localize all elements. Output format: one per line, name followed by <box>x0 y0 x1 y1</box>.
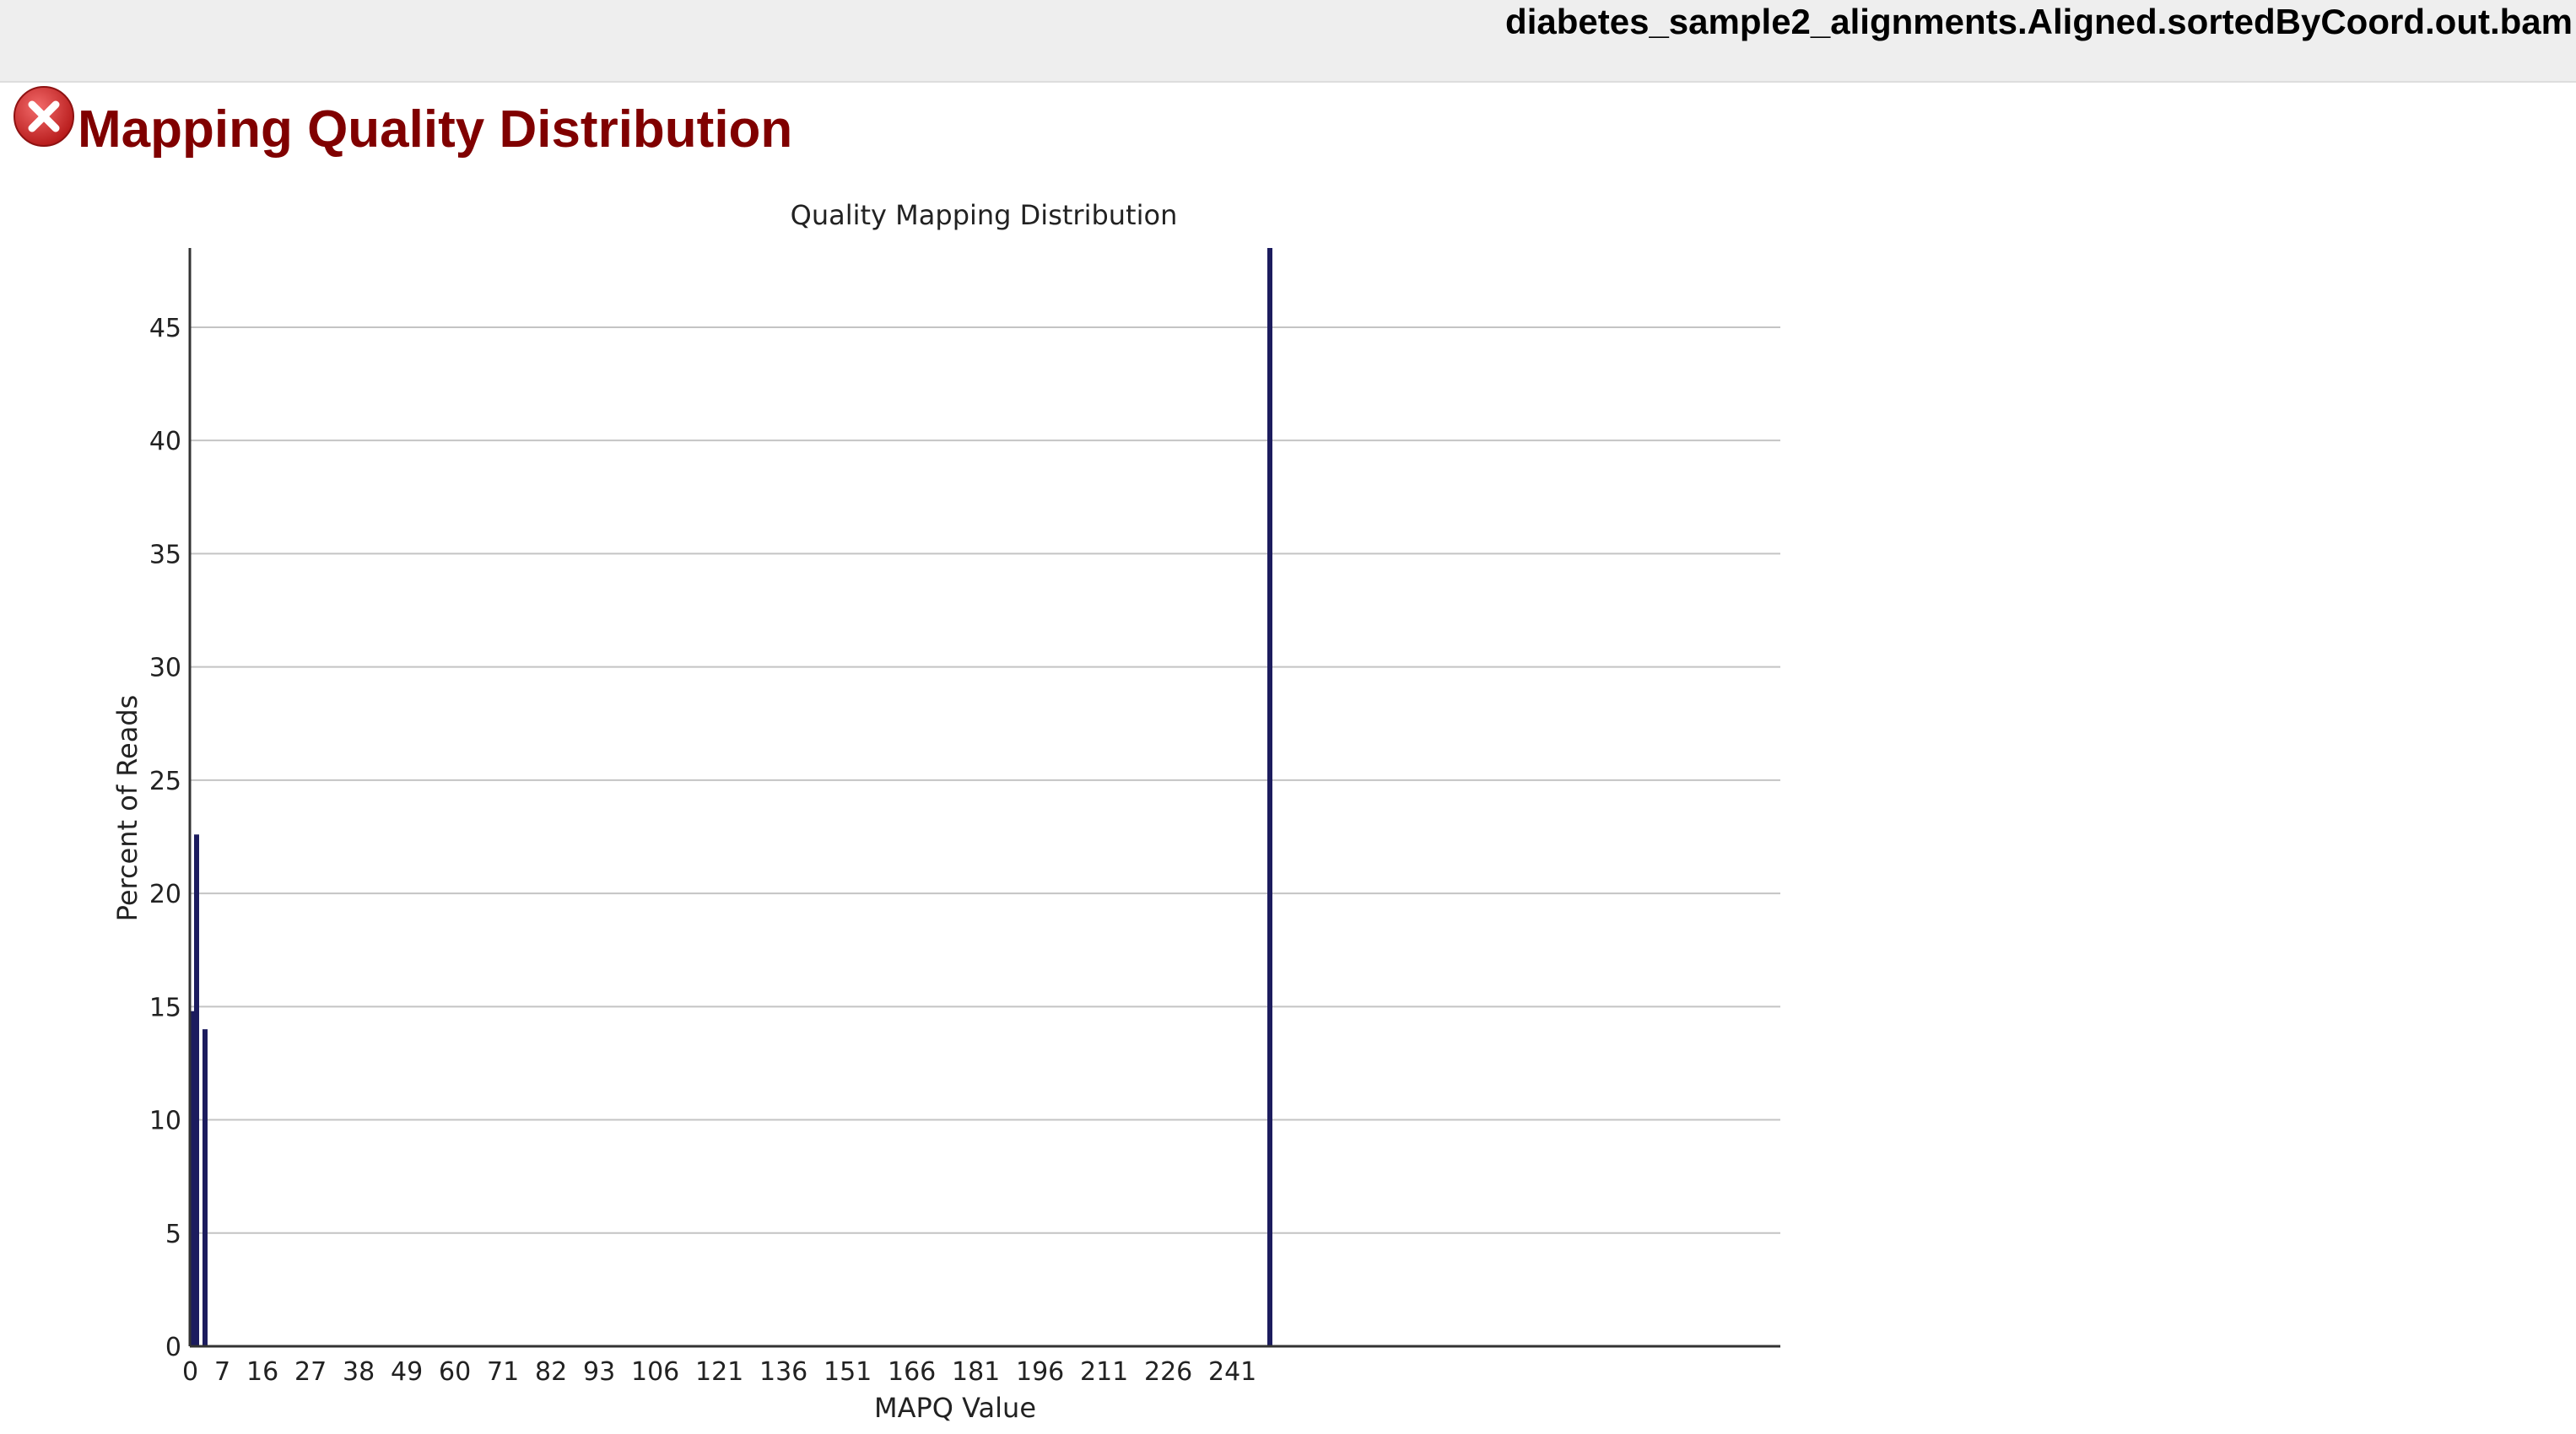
x-tick-label: 106 <box>631 1357 679 1387</box>
x-tick-label: 226 <box>1144 1357 1192 1387</box>
error-icon <box>14 86 74 147</box>
x-tick-label: 82 <box>535 1357 567 1387</box>
x-tick-label: 7 <box>214 1357 230 1387</box>
x-tick-label: 241 <box>1208 1357 1256 1387</box>
x-tick-label: 49 <box>391 1357 423 1387</box>
x-tick-label: 71 <box>487 1357 519 1387</box>
x-tick-label: 27 <box>294 1357 327 1387</box>
y-tick-label: 0 <box>165 1333 181 1362</box>
module-title: Mapping Quality Distribution <box>78 100 793 159</box>
bars <box>190 248 1272 1346</box>
mapq-chart: Quality Mapping Distribution 0 5 10 15 20 25 3… <box>111 199 1780 1424</box>
gridlines <box>190 326 1780 1234</box>
y-tick-label: 15 <box>149 993 181 1022</box>
x-tick-label: 166 <box>888 1357 936 1387</box>
y-tick-label: 35 <box>149 540 181 569</box>
bar-mapq-255 <box>1267 248 1272 1346</box>
y-tick-label: 30 <box>149 654 181 683</box>
x-tick-label: 151 <box>824 1357 872 1387</box>
chart-title: Quality Mapping Distribution <box>791 199 1178 231</box>
header-bar: diabetes_sample2_alignments.Aligned.sort… <box>0 0 2576 83</box>
x-tick-label: 196 <box>1016 1357 1064 1387</box>
x-tick-label: 121 <box>695 1357 743 1387</box>
bar-mapq-0 <box>190 1011 195 1346</box>
x-tick-label: 16 <box>246 1357 278 1387</box>
x-tick-label: 211 <box>1080 1357 1128 1387</box>
y-tick-label: 40 <box>149 427 181 456</box>
y-tick-labels: 0 5 10 15 20 25 30 35 40 45 <box>149 314 181 1362</box>
y-axis-label: Percent of Reads <box>111 695 143 922</box>
x-tick-label: 60 <box>439 1357 471 1387</box>
x-tick-label: 181 <box>952 1357 1000 1387</box>
x-tick-label: 93 <box>583 1357 615 1387</box>
bar-mapq-3 <box>203 1029 208 1346</box>
y-tick-label: 10 <box>149 1107 181 1136</box>
x-tick-label: 38 <box>343 1357 375 1387</box>
x-axis-label: MAPQ Value <box>874 1392 1036 1424</box>
x-tick-label: 136 <box>759 1357 807 1387</box>
bar-mapq-1 <box>194 834 199 1346</box>
file-name: diabetes_sample2_alignments.Aligned.sort… <box>1505 2 2573 41</box>
y-tick-label: 20 <box>149 880 181 909</box>
x-tick-label: 0 <box>182 1357 198 1387</box>
y-tick-label: 25 <box>149 767 181 796</box>
x-tick-labels: 0 7 16 27 38 49 60 71 82 93 106 121 136 151 166 181 196 2… <box>182 1357 1256 1387</box>
y-tick-label: 45 <box>149 314 181 343</box>
y-tick-label: 5 <box>165 1220 181 1249</box>
